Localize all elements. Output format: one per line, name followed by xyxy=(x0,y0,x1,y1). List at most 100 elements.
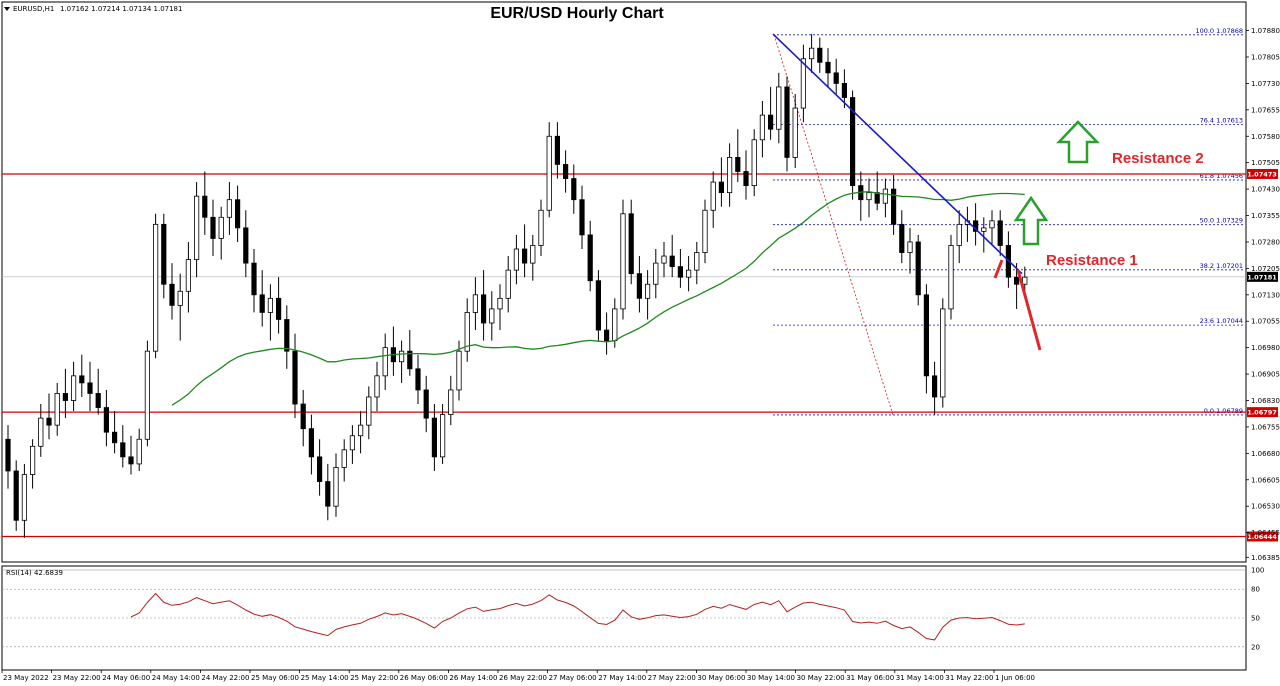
time-tick-label: 27 May 14:00 xyxy=(598,674,646,682)
candle-body xyxy=(177,290,183,306)
candle-body xyxy=(448,389,454,415)
symbol-dropdown-icon[interactable] xyxy=(4,7,10,11)
candle-body xyxy=(357,424,364,437)
candle-body xyxy=(103,407,109,433)
chart-title: EUR/USD Hourly Chart xyxy=(490,5,664,22)
candle-body xyxy=(193,195,200,260)
level-price-tag-text: 1.06797 xyxy=(1247,409,1277,417)
candle-body xyxy=(341,449,347,468)
trendline-blue xyxy=(772,33,1023,275)
time-tick-label: 27 May 22:00 xyxy=(648,674,696,682)
candle-body xyxy=(497,297,503,310)
candle-body xyxy=(776,86,782,130)
red-down-arrow xyxy=(1016,269,1042,351)
time-tick-label: 23 May 2022 xyxy=(3,674,49,682)
candle-body xyxy=(727,157,733,194)
level-price-tag-text: 1.07473 xyxy=(1247,170,1277,178)
candle-body xyxy=(480,294,487,324)
price-tick-label: 1.07655 xyxy=(1251,106,1280,114)
level-price-tag xyxy=(1247,168,1278,179)
candle-body xyxy=(267,297,274,313)
candle-body xyxy=(522,248,528,264)
price-axis: 1.07880 1.07805 1.07730 1.07655 1.07580 1.075… xyxy=(1246,27,1280,562)
resistance-1-label: Resistance 1 xyxy=(1046,252,1138,269)
candle-body xyxy=(79,375,85,384)
rsi-indicator: 100 80 50 20 xyxy=(2,567,1264,651)
candle-body xyxy=(308,428,315,458)
candle-body xyxy=(202,195,208,218)
price-pane-frame xyxy=(1,1,1247,563)
rsi-line xyxy=(130,592,1025,641)
candle-body xyxy=(538,209,544,246)
arrows xyxy=(993,120,1100,351)
candle-body xyxy=(505,269,511,299)
time-tick-label: 26 May 14:00 xyxy=(449,674,497,682)
level-price-tag-text: 1.07181 xyxy=(1247,273,1277,281)
moving-average xyxy=(171,191,1025,406)
candle-body xyxy=(915,241,921,296)
time-tick-label: 30 May 06:00 xyxy=(697,674,745,682)
candle-body xyxy=(112,431,118,444)
candle-body xyxy=(546,135,552,211)
candle-body xyxy=(128,456,134,465)
candle-body xyxy=(899,223,905,253)
rsi-tick-label: 20 xyxy=(1251,643,1260,651)
price-tick-label: 1.07205 xyxy=(1251,265,1280,273)
candle-body xyxy=(5,438,11,472)
fibonacci-retracement: 100.0 1.07868 76.4 1.07613 61.8 1.07456 50.… xyxy=(773,27,1244,416)
time-tick-label: 24 May 14:00 xyxy=(152,674,200,682)
candle-body xyxy=(382,347,388,377)
candle-body xyxy=(940,308,946,398)
candle-body xyxy=(653,262,659,285)
candle-body xyxy=(407,350,413,370)
candle-body xyxy=(243,227,249,264)
price-tick-label: 1.07805 xyxy=(1251,53,1280,61)
candle-body xyxy=(554,135,561,165)
candle-body xyxy=(161,223,167,285)
candle-body xyxy=(292,350,298,405)
price-tick-label: 1.07505 xyxy=(1251,159,1280,167)
candle-body xyxy=(185,259,191,292)
candle-body xyxy=(226,199,232,218)
candle-body xyxy=(595,280,602,331)
price-tick-label: 1.07055 xyxy=(1251,318,1280,326)
fib-label: 23.6 1.07044 xyxy=(1200,317,1243,325)
candle-body xyxy=(800,58,807,109)
candle-body xyxy=(38,417,44,447)
price-tick-label: 1.06680 xyxy=(1251,450,1280,458)
candle-body xyxy=(677,266,684,278)
candle-body xyxy=(13,470,19,521)
candle-body xyxy=(398,350,405,363)
candle-body xyxy=(604,329,610,342)
time-tick-label: 30 May 22:00 xyxy=(797,674,845,682)
candle-body xyxy=(636,273,643,299)
candle-body xyxy=(284,319,290,352)
candle-body xyxy=(62,393,69,401)
candle-body xyxy=(661,255,667,264)
candle-body xyxy=(981,227,987,232)
candle-body xyxy=(891,188,897,225)
candle-body xyxy=(718,181,725,194)
candle-body xyxy=(784,86,790,158)
resistance-2-label: Resistance 2 xyxy=(1112,150,1204,167)
candle-body xyxy=(817,47,823,63)
candle-body xyxy=(87,382,93,394)
candle-body xyxy=(833,72,839,84)
rsi-label: RSI(14) 42.6839 xyxy=(6,569,63,577)
candle-body xyxy=(1022,276,1028,285)
time-tick-label: 25 May 14:00 xyxy=(301,674,349,682)
candle-body xyxy=(850,97,856,186)
time-tick-label: 24 May 22:00 xyxy=(201,674,249,682)
time-tick-label: 31 May 14:00 xyxy=(896,674,944,682)
candle-body xyxy=(54,393,60,426)
price-tick-label: 1.06605 xyxy=(1251,476,1280,484)
candle-body xyxy=(374,375,380,398)
level-price-tag xyxy=(1247,407,1278,418)
candle-body xyxy=(152,223,159,352)
candle-body xyxy=(218,216,224,239)
candle-body xyxy=(513,248,520,271)
symbol-label: EURUSD,H1 xyxy=(13,5,54,13)
fib-label: 38.2 1.07201 xyxy=(1200,262,1243,270)
candle-body xyxy=(169,283,175,306)
candle-body xyxy=(825,61,831,74)
